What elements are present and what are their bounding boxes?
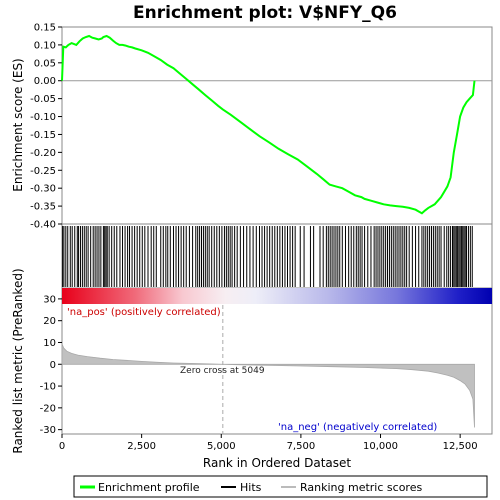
enrichment-y-tick-label: 0.10: [34, 40, 56, 51]
enrichment-y-tick-label: 0.00: [34, 76, 56, 87]
ranking-y-tick-label: -10: [40, 382, 56, 393]
ranking-y-tick-label: 0: [50, 360, 56, 371]
enrichment-y-tick-label: -0.25: [30, 166, 56, 177]
legend-enrichment-label: Enrichment profile: [98, 481, 200, 494]
ranking-y-tick-label: -20: [40, 403, 56, 414]
enrichment-y-axis-label: Enrichment score (ES): [11, 58, 25, 191]
x-axis: 0 2,500 5,000 7,500 10,000 12,500: [59, 434, 478, 452]
x-tick-label: 10,000: [363, 441, 398, 452]
ranking-plot-area: [61, 305, 475, 434]
positive-correlation-label: 'na_pos' (positively correlated): [67, 307, 221, 318]
x-tick-label: 5,000: [207, 441, 236, 452]
ranking-y-axis: 30 20 10 0 -10 -20 -30: [40, 294, 62, 436]
x-axis-label: Rank in Ordered Dataset: [203, 456, 351, 470]
enrichment-y-axis: 0.15 0.10 0.05 0.00 -0.05 -0.10 -0.15 -0.20 -0.2…: [30, 23, 62, 231]
legend-ranking-label: Ranking metric scores: [300, 481, 422, 494]
ranking-y-axis-label: Ranked list metric (PreRanked): [11, 268, 25, 453]
enrichment-plot-area: [61, 34, 492, 215]
enrichment-y-tick-label: -0.15: [30, 130, 56, 141]
negative-correlation-label: 'na_neg' (negatively correlated): [278, 422, 437, 433]
rank-color-bar: [62, 288, 492, 304]
zero-cross-label: Zero cross at 5049: [180, 366, 265, 376]
enrichment-y-tick-label: -0.35: [30, 202, 56, 213]
ranking-y-tick-label: 10: [43, 338, 56, 349]
x-tick-label: 2,500: [127, 441, 156, 452]
enrichment-y-tick-label: -0.20: [30, 148, 56, 159]
x-tick-label: 12,500: [443, 441, 478, 452]
ranking-metric-area: [61, 343, 475, 428]
x-tick-label: 7,500: [287, 441, 316, 452]
ranking-y-tick-label: 30: [43, 294, 56, 305]
ranking-y-tick-label: 20: [43, 316, 56, 327]
enrichment-y-tick-label: -0.10: [30, 112, 56, 123]
hits-marks: [62, 226, 473, 287]
enrichment-y-tick-label: 0.15: [34, 23, 56, 34]
x-tick-label: 0: [59, 441, 65, 452]
enrichment-y-tick-label: -0.30: [30, 184, 56, 195]
enrichment-profile-line: [61, 34, 476, 215]
enrichment-y-tick-label: 0.05: [34, 58, 56, 69]
enrichment-panel: [61, 26, 493, 225]
legend-hits-label: Hits: [240, 481, 262, 494]
legend-box: [73, 475, 488, 498]
chart-title: Enrichment plot: V$NFY_Q6: [133, 3, 397, 23]
enrichment-y-tick-label: -0.05: [30, 94, 56, 105]
enrichment-y-tick-label: -0.40: [30, 220, 56, 231]
ranking-y-tick-label: -30: [40, 425, 56, 436]
